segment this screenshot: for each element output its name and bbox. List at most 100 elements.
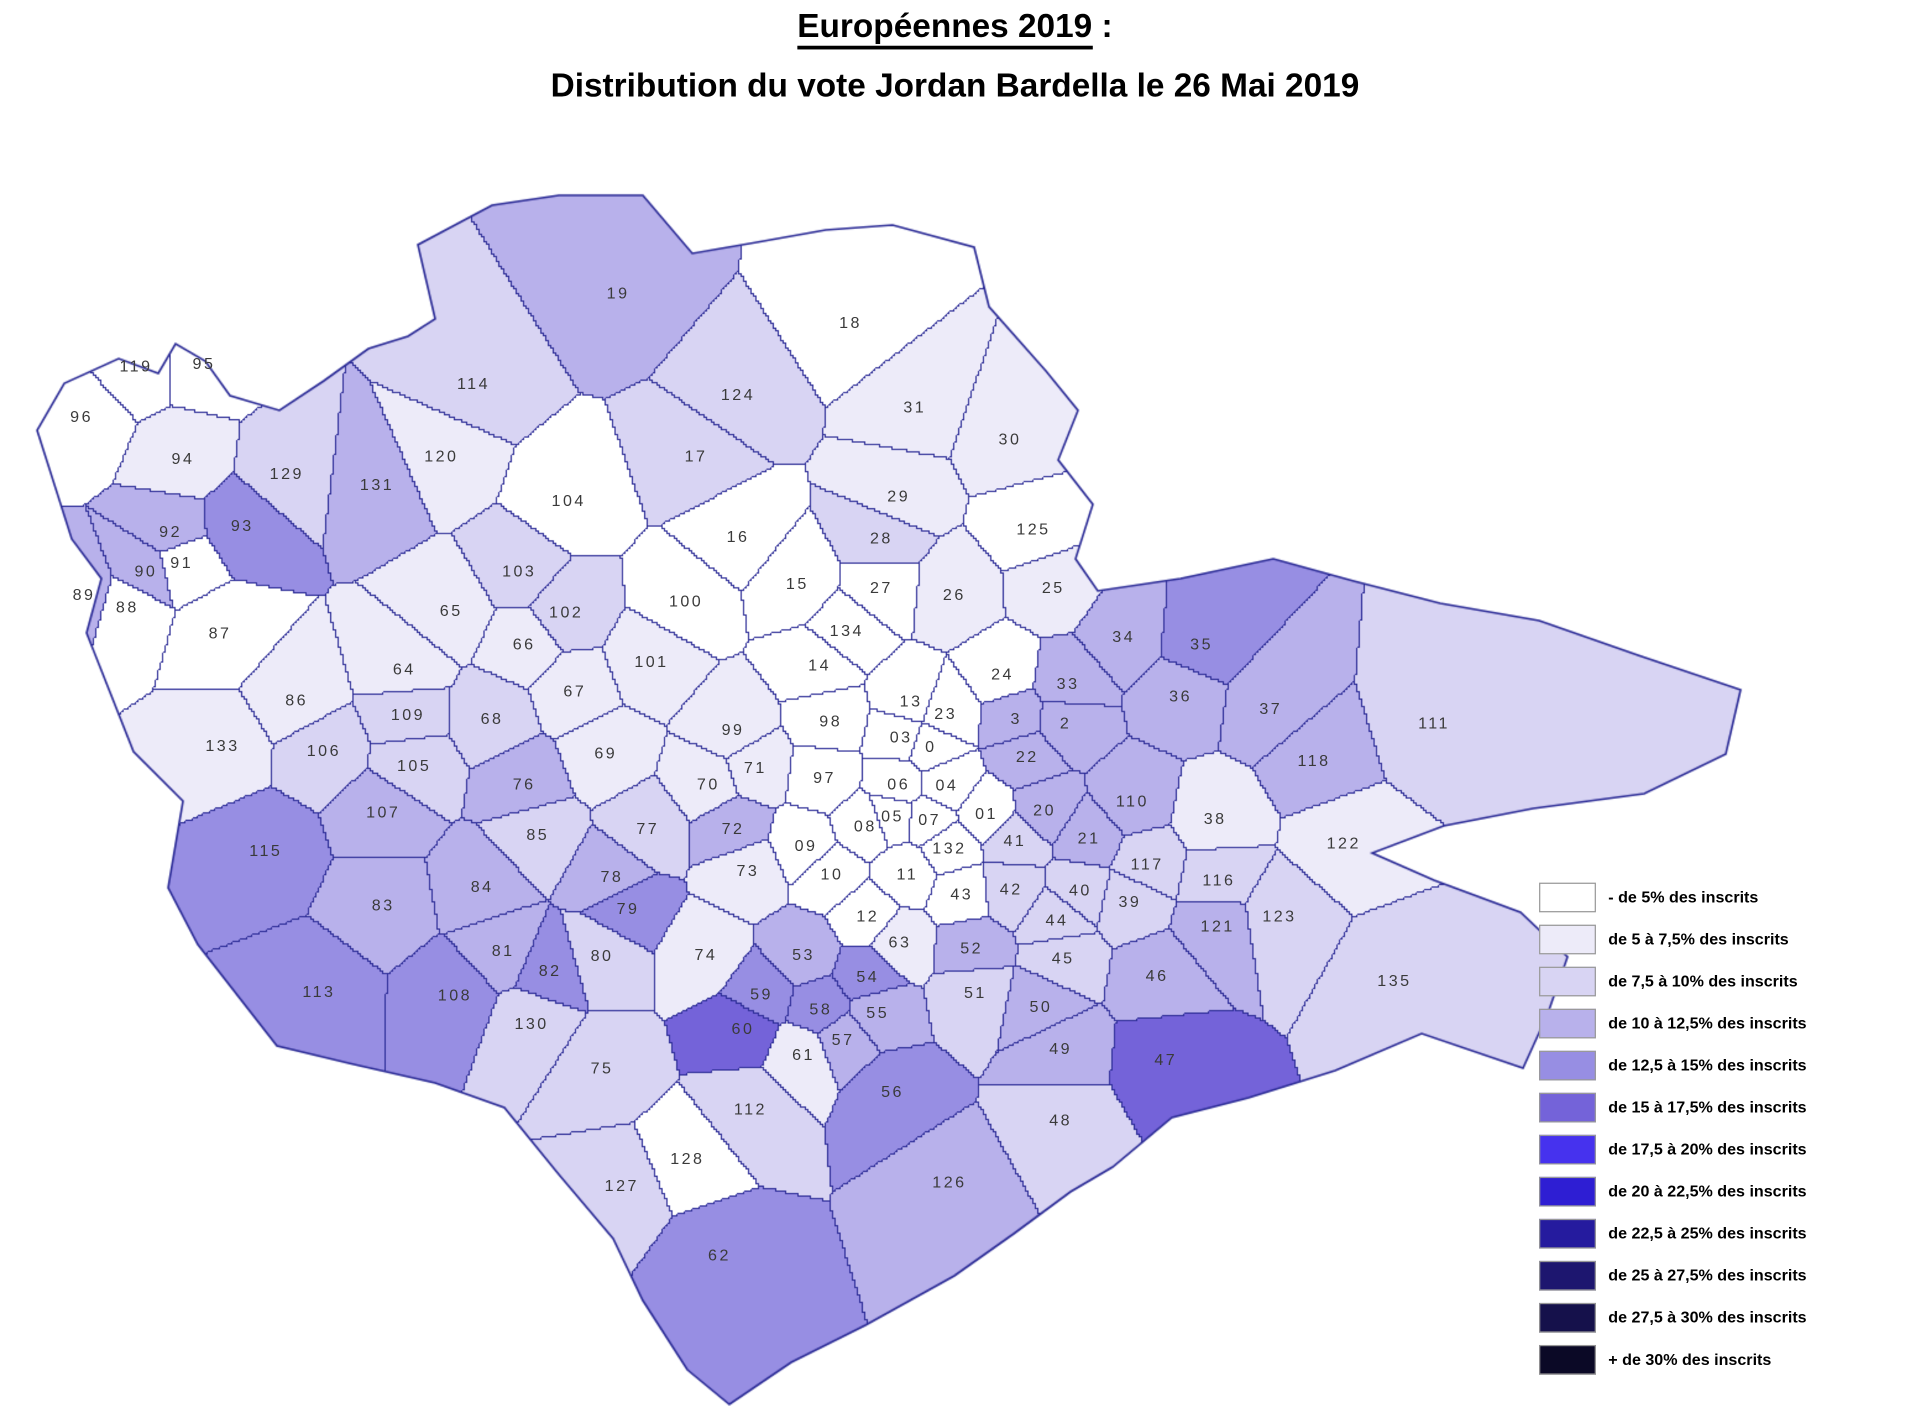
- district-72-label[interactable]: 72: [721, 818, 745, 838]
- district-63-label[interactable]: 63: [888, 932, 912, 952]
- district-39-label[interactable]: 39: [1118, 891, 1142, 911]
- district-18-label[interactable]: 18: [839, 313, 862, 332]
- district-78-label[interactable]: 78: [600, 867, 624, 886]
- district-99-label[interactable]: 99: [721, 720, 745, 739]
- district-115-label[interactable]: 115: [249, 841, 283, 860]
- district-127-label[interactable]: 127: [604, 1176, 639, 1195]
- district-37-label[interactable]: 37: [1259, 699, 1283, 718]
- district-67-label[interactable]: 67: [563, 681, 587, 701]
- district-41-label[interactable]: 41: [1003, 831, 1027, 850]
- district-123-label[interactable]: 123: [1262, 906, 1297, 926]
- district-22-label[interactable]: 22: [1015, 747, 1039, 766]
- district-75-label[interactable]: 75: [590, 1058, 614, 1078]
- district-111-label[interactable]: 111: [1418, 713, 1450, 733]
- district-91-label[interactable]: 91: [170, 553, 194, 572]
- district-10-label[interactable]: 10: [820, 864, 844, 884]
- district-06-label[interactable]: 06: [887, 774, 911, 794]
- district-128-label[interactable]: 128: [670, 1149, 705, 1168]
- district-23-label[interactable]: 23: [934, 704, 958, 723]
- district-28-label[interactable]: 28: [869, 528, 893, 548]
- district-47-label[interactable]: 47: [1154, 1050, 1178, 1069]
- district-69-label[interactable]: 69: [594, 743, 618, 763]
- district-30-label[interactable]: 30: [998, 429, 1022, 449]
- district-70-label[interactable]: 70: [696, 774, 720, 794]
- district-14-label[interactable]: 14: [808, 655, 832, 675]
- district-120-label[interactable]: 120: [424, 446, 459, 466]
- district-46-label[interactable]: 46: [1145, 966, 1169, 985]
- district-53-label[interactable]: 53: [792, 945, 815, 964]
- district-62-label[interactable]: 62: [708, 1245, 731, 1265]
- district-121-label[interactable]: 121: [1200, 916, 1235, 936]
- district-108-label[interactable]: 108: [437, 985, 473, 1005]
- district-04-label[interactable]: 04: [935, 775, 959, 795]
- district-83-label[interactable]: 83: [371, 895, 395, 915]
- district-80-label[interactable]: 80: [590, 946, 614, 965]
- district-60-label[interactable]: 60: [731, 1019, 755, 1038]
- district-66-label[interactable]: 66: [512, 634, 536, 654]
- district-20-label[interactable]: 20: [1033, 800, 1057, 819]
- district-54-label[interactable]: 54: [856, 967, 880, 986]
- district-74-label[interactable]: 74: [694, 945, 718, 964]
- district-07-label[interactable]: 07: [918, 810, 942, 829]
- district-48-label[interactable]: 48: [1049, 1110, 1073, 1130]
- district-110-label[interactable]: 110: [1115, 791, 1149, 811]
- district-79-label[interactable]: 79: [616, 899, 640, 918]
- district-45-label[interactable]: 45: [1051, 948, 1075, 968]
- district-101-label[interactable]: 101: [634, 652, 669, 671]
- district-0-label[interactable]: 0: [925, 737, 937, 756]
- district-25-label[interactable]: 25: [1041, 577, 1065, 597]
- district-55-label[interactable]: 55: [866, 1003, 890, 1022]
- district-12-label[interactable]: 12: [856, 906, 880, 926]
- district-130-label[interactable]: 130: [514, 1014, 549, 1033]
- district-105-label[interactable]: 105: [397, 755, 432, 775]
- district-29-label[interactable]: 29: [887, 486, 911, 505]
- district-129-label[interactable]: 129: [269, 464, 304, 483]
- district-85-label[interactable]: 85: [526, 825, 550, 844]
- district-133-label[interactable]: 133: [205, 736, 240, 755]
- district-95-label[interactable]: 95: [192, 354, 216, 373]
- district-27-label[interactable]: 27: [869, 577, 893, 597]
- district-124-label[interactable]: 124: [720, 385, 756, 404]
- district-88-label[interactable]: 88: [115, 597, 139, 617]
- district-93-label[interactable]: 93: [230, 516, 254, 535]
- district-2-label[interactable]: 2: [1059, 713, 1072, 733]
- district-31-label[interactable]: 31: [903, 397, 927, 416]
- district-117-label[interactable]: 117: [1130, 854, 1164, 874]
- district-42-label[interactable]: 42: [999, 879, 1023, 899]
- district-132-label[interactable]: 132: [932, 838, 967, 858]
- district-71-label[interactable]: 71: [743, 758, 767, 777]
- district-122-label[interactable]: 122: [1326, 833, 1361, 853]
- district-13-label[interactable]: 13: [899, 691, 923, 711]
- district-92-label[interactable]: 92: [159, 522, 183, 541]
- district-57-label[interactable]: 57: [831, 1030, 855, 1049]
- district-98-label[interactable]: 98: [819, 711, 843, 730]
- district-94-label[interactable]: 94: [171, 449, 195, 468]
- district-15-label[interactable]: 15: [785, 574, 809, 593]
- district-03-label[interactable]: 03: [889, 727, 913, 747]
- district-96-label[interactable]: 96: [70, 407, 94, 426]
- district-103-label[interactable]: 103: [502, 561, 537, 581]
- district-73-label[interactable]: 73: [736, 861, 760, 880]
- district-16-label[interactable]: 16: [726, 527, 750, 546]
- district-34-label[interactable]: 34: [1112, 627, 1136, 646]
- district-36-label[interactable]: 36: [1169, 686, 1192, 706]
- district-118-label[interactable]: 118: [1297, 750, 1331, 770]
- district-24-label[interactable]: 24: [991, 664, 1014, 684]
- district-84-label[interactable]: 84: [470, 877, 494, 896]
- district-38-label[interactable]: 38: [1203, 809, 1227, 828]
- district-109-label[interactable]: 109: [390, 705, 426, 724]
- district-114-label[interactable]: 114: [456, 373, 490, 393]
- district-77-label[interactable]: 77: [636, 818, 660, 838]
- district-61-label[interactable]: 61: [792, 1045, 815, 1064]
- district-19-label[interactable]: 19: [606, 283, 630, 303]
- district-126-label[interactable]: 126: [932, 1172, 967, 1192]
- district-09-label[interactable]: 09: [794, 836, 818, 855]
- district-100-label[interactable]: 100: [668, 591, 704, 611]
- district-90-label[interactable]: 90: [134, 561, 158, 581]
- district-86-label[interactable]: 86: [285, 690, 309, 709]
- district-87-label[interactable]: 87: [208, 623, 232, 643]
- district-49-label[interactable]: 49: [1049, 1039, 1073, 1058]
- district-119-label[interactable]: 119: [119, 356, 153, 376]
- district-104-label[interactable]: 104: [551, 491, 586, 510]
